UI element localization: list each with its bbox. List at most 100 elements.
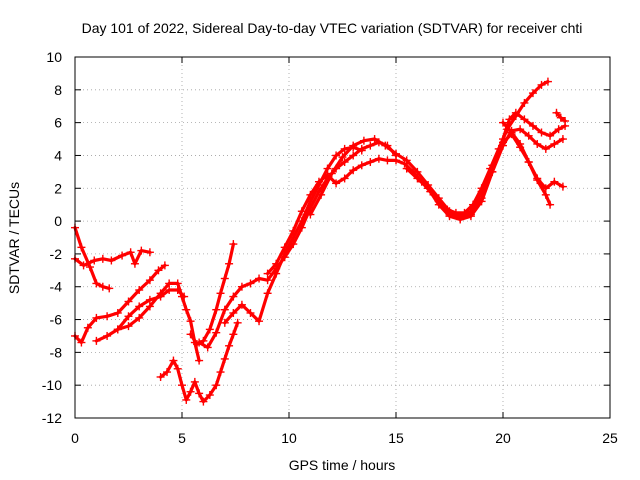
series-day-11	[306, 125, 567, 221]
data-point	[178, 381, 186, 390]
series-day-3	[71, 261, 169, 347]
data-point	[83, 323, 92, 332]
data-point	[383, 156, 392, 165]
data-point	[145, 302, 154, 311]
series-track	[266, 80, 550, 276]
data-point	[124, 312, 133, 321]
series-day-5	[113, 279, 204, 365]
data-point	[237, 300, 246, 309]
y-tick-label: 10	[46, 49, 62, 65]
series-day-8	[195, 138, 400, 352]
data-point	[186, 387, 195, 396]
y-tick-label: -4	[50, 279, 63, 295]
data-point	[229, 292, 238, 301]
data-point	[154, 266, 163, 275]
data-point	[229, 330, 238, 339]
data-point	[163, 368, 172, 377]
data-point	[90, 256, 99, 265]
data-point	[332, 151, 341, 160]
data-point	[488, 167, 497, 176]
data-point	[212, 381, 221, 390]
data-point	[366, 158, 375, 167]
data-point	[229, 308, 238, 317]
series-day-2	[71, 246, 154, 270]
series-layer	[71, 77, 570, 406]
series-day-15	[552, 108, 570, 125]
data-point	[546, 200, 555, 209]
data-point	[182, 305, 191, 314]
data-point	[85, 263, 94, 272]
data-point	[126, 248, 135, 257]
data-point	[349, 166, 358, 175]
data-point	[237, 282, 246, 291]
data-point	[98, 282, 107, 291]
series-day-12	[402, 108, 570, 222]
data-point	[327, 169, 336, 178]
data-point	[195, 356, 204, 365]
series-day-10	[263, 77, 552, 278]
data-point	[516, 125, 525, 134]
data-point	[216, 289, 225, 298]
series-day-9	[220, 143, 366, 327]
data-point	[205, 325, 214, 334]
data-point	[306, 210, 315, 219]
x-tick-label: 5	[178, 430, 186, 446]
data-point	[357, 146, 366, 155]
data-point	[178, 292, 186, 301]
data-point	[216, 368, 225, 377]
data-point	[255, 274, 264, 283]
data-point	[229, 240, 238, 249]
data-point	[135, 302, 144, 311]
data-point	[370, 135, 379, 144]
data-point	[556, 113, 565, 122]
data-point	[552, 108, 561, 117]
data-point	[434, 200, 443, 209]
data-point	[205, 391, 214, 400]
series-track	[116, 281, 201, 363]
data-point	[558, 135, 567, 144]
x-tick-label: 20	[495, 430, 511, 446]
data-point	[561, 116, 570, 125]
data-point	[306, 190, 315, 199]
data-point	[541, 190, 550, 199]
data-point	[537, 128, 546, 137]
data-point	[92, 336, 101, 345]
series-track	[94, 288, 186, 343]
data-point	[165, 279, 174, 288]
series-track	[308, 127, 565, 218]
data-point	[272, 269, 281, 278]
data-point	[79, 261, 88, 270]
data-point	[550, 177, 559, 186]
data-point	[541, 144, 550, 153]
data-point	[135, 313, 144, 322]
data-point	[92, 313, 101, 322]
data-point	[543, 77, 552, 86]
data-point	[212, 305, 221, 314]
data-point	[77, 243, 86, 252]
data-point	[195, 389, 204, 398]
data-point	[340, 158, 349, 167]
series-day-14	[499, 118, 555, 209]
data-point	[186, 317, 195, 326]
data-point	[297, 207, 306, 216]
data-point	[105, 284, 114, 293]
data-point	[233, 318, 242, 327]
y-tick-label: 0	[54, 213, 62, 229]
y-tick-label: -2	[50, 246, 63, 262]
data-point	[203, 343, 212, 352]
data-point	[137, 246, 146, 255]
data-point	[113, 325, 122, 334]
data-point	[212, 328, 221, 337]
data-point	[225, 341, 234, 350]
data-point	[186, 330, 195, 339]
data-point	[528, 121, 537, 130]
data-point	[246, 308, 255, 317]
data-point	[554, 125, 563, 134]
data-point	[340, 144, 349, 153]
x-tick-label: 10	[281, 430, 297, 446]
data-point	[169, 356, 178, 365]
data-point	[340, 174, 349, 183]
x-tick-label: 25	[602, 430, 618, 446]
data-point	[135, 286, 144, 295]
data-point	[392, 149, 400, 158]
